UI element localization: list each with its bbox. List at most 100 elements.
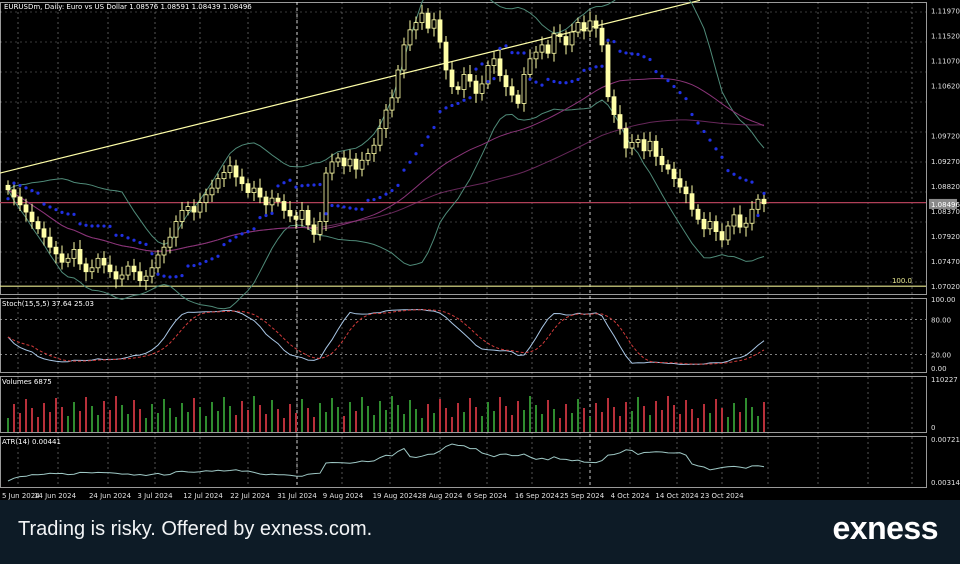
volume-tick-label: 0 — [931, 424, 935, 432]
candle-body — [629, 142, 635, 149]
candle-body — [215, 178, 221, 189]
candle-body — [89, 267, 95, 273]
parabolic-sar-dot — [210, 257, 214, 261]
candle-body — [479, 83, 485, 94]
parabolic-sar-dot — [228, 239, 232, 243]
candle-body — [143, 275, 149, 282]
candle-body — [737, 214, 743, 228]
parabolic-sar-dot — [150, 252, 154, 256]
parabolic-sar-dot — [522, 51, 526, 55]
chart-terminal: 100.0 1.11970 1.11520 1.11070 1.10620 1.09720… — [0, 0, 960, 500]
parabolic-sar-dot — [360, 207, 364, 211]
parabolic-sar-dot — [84, 223, 88, 227]
candle-body — [11, 189, 17, 198]
candle-body — [323, 172, 329, 222]
parabolic-sar-dot — [174, 275, 178, 279]
candle-body — [671, 168, 677, 180]
candle-body — [125, 265, 131, 276]
candle-body — [455, 86, 461, 90]
parabolic-sar-dot — [162, 274, 166, 278]
parabolic-sar-dot — [36, 191, 40, 195]
candle-body — [647, 140, 653, 152]
parabolic-sar-dot — [48, 205, 52, 209]
parabolic-sar-dot — [186, 264, 190, 268]
risk-disclaimer: Trading is risky. Offered by exness.com. — [18, 518, 373, 540]
panel-border — [0, 376, 927, 433]
parabolic-sar-dot — [270, 211, 274, 215]
parabolic-sar-dot — [414, 152, 418, 156]
parabolic-sar-dot — [702, 129, 706, 134]
candle-body — [617, 114, 623, 129]
parabolic-sar-dot — [654, 70, 658, 74]
parabolic-sar-dot — [372, 197, 376, 202]
atr-tick-label: 0.00721 — [931, 436, 960, 444]
candle-body — [179, 210, 185, 222]
candle-body — [437, 19, 443, 43]
parabolic-sar-dot — [756, 213, 760, 218]
candle-body — [635, 139, 641, 143]
candle-body — [71, 249, 77, 259]
parabolic-sar-dot — [450, 103, 454, 108]
candle-body — [185, 206, 191, 211]
price-tick-label: 1.11970 — [931, 7, 960, 15]
atr-label: ATR(14) 0.00441 — [2, 438, 61, 446]
parabolic-sar-dot — [348, 206, 352, 210]
stoch-main-line — [7, 309, 765, 365]
date-tick-label: 19 Aug 2024 — [373, 492, 418, 500]
parabolic-sar-dot — [330, 203, 334, 208]
parabolic-sar-dot — [288, 178, 292, 182]
parabolic-sar-dot — [516, 51, 520, 55]
parabolic-sar-dot — [294, 185, 298, 189]
parabolic-sar-dot — [528, 77, 532, 81]
parabolic-sar-dot — [510, 51, 514, 55]
parabolic-sar-dot — [192, 263, 196, 268]
candle-body — [539, 44, 545, 53]
parabolic-sar-dot — [426, 135, 430, 139]
candle-body — [35, 221, 41, 230]
candle-body — [569, 31, 575, 46]
atr-tick-label: 0.00314 — [931, 479, 960, 487]
candle-body — [407, 29, 413, 46]
parabolic-sar-dot — [384, 192, 388, 196]
parabolic-sar-dot — [246, 229, 250, 234]
parabolic-sar-dot — [318, 182, 322, 187]
candle-body — [743, 222, 749, 228]
parabolic-sar-dot — [594, 65, 598, 69]
candle-body — [281, 201, 287, 211]
candle-body — [665, 164, 671, 170]
parabolic-sar-dot — [582, 68, 586, 72]
parabolic-sar-dot — [234, 235, 238, 239]
parabolic-sar-dot — [600, 64, 604, 68]
candle-body — [119, 274, 125, 280]
stoch-signal-line — [7, 309, 765, 365]
candle-body — [515, 94, 521, 104]
candle-body — [233, 165, 239, 178]
candle-body — [245, 183, 251, 193]
candle-body — [383, 109, 389, 129]
candle-body — [695, 208, 701, 220]
candle-body — [5, 184, 11, 191]
candle-body — [335, 157, 341, 163]
parabolic-sar-dot — [588, 67, 592, 71]
candle-body — [353, 158, 359, 170]
price-tick-label: 1.11070 — [931, 58, 960, 66]
parabolic-sar-dot — [726, 169, 730, 173]
parabolic-sar-dot — [282, 181, 286, 185]
candle-body — [419, 12, 425, 24]
candle-body — [293, 215, 299, 220]
parabolic-sar-dot — [438, 109, 442, 114]
parabolic-sar-dot — [354, 207, 358, 211]
candle-body — [599, 27, 605, 46]
candle-body — [467, 74, 473, 82]
candle-body — [155, 254, 161, 269]
candle-body — [581, 22, 587, 32]
parabolic-sar-dot — [132, 238, 136, 242]
candle-body — [101, 257, 107, 266]
parabolic-sar-dot — [264, 213, 268, 218]
candle-body — [401, 44, 407, 71]
parabolic-sar-dot — [750, 180, 754, 184]
candle-body — [47, 236, 53, 248]
date-tick-label: 5 Jun 2024 — [2, 492, 40, 500]
chart-canvas: 100.0 1.11970 1.11520 1.11070 1.10620 1.09720… — [0, 0, 960, 500]
candle-body — [341, 157, 347, 167]
